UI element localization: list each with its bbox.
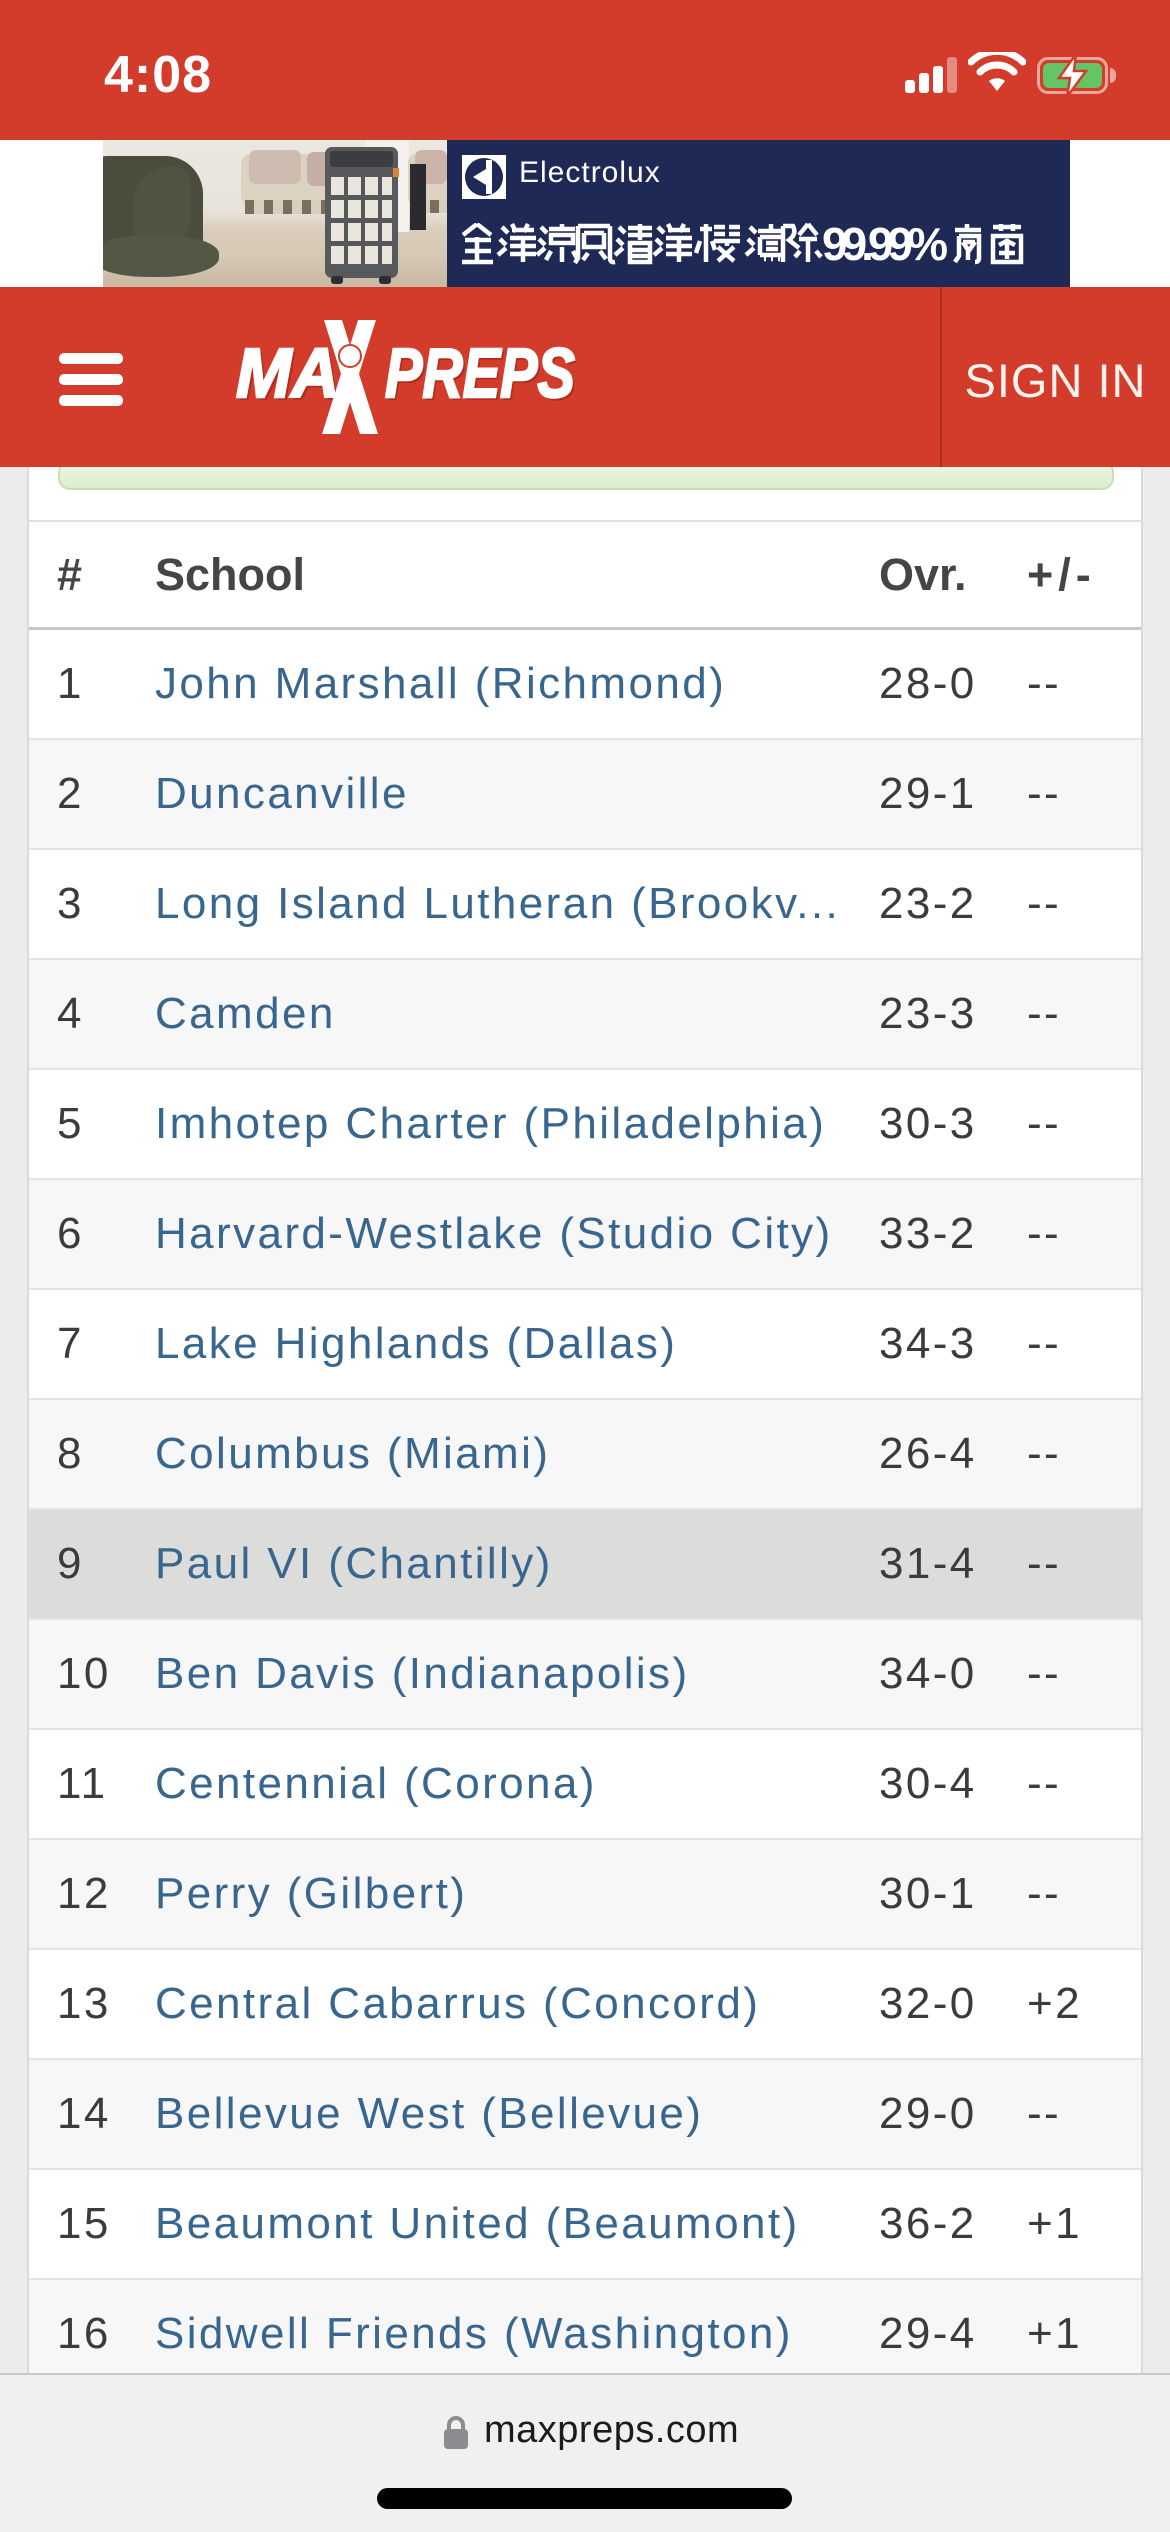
- svg-text:99.99%: 99.99%: [822, 223, 948, 265]
